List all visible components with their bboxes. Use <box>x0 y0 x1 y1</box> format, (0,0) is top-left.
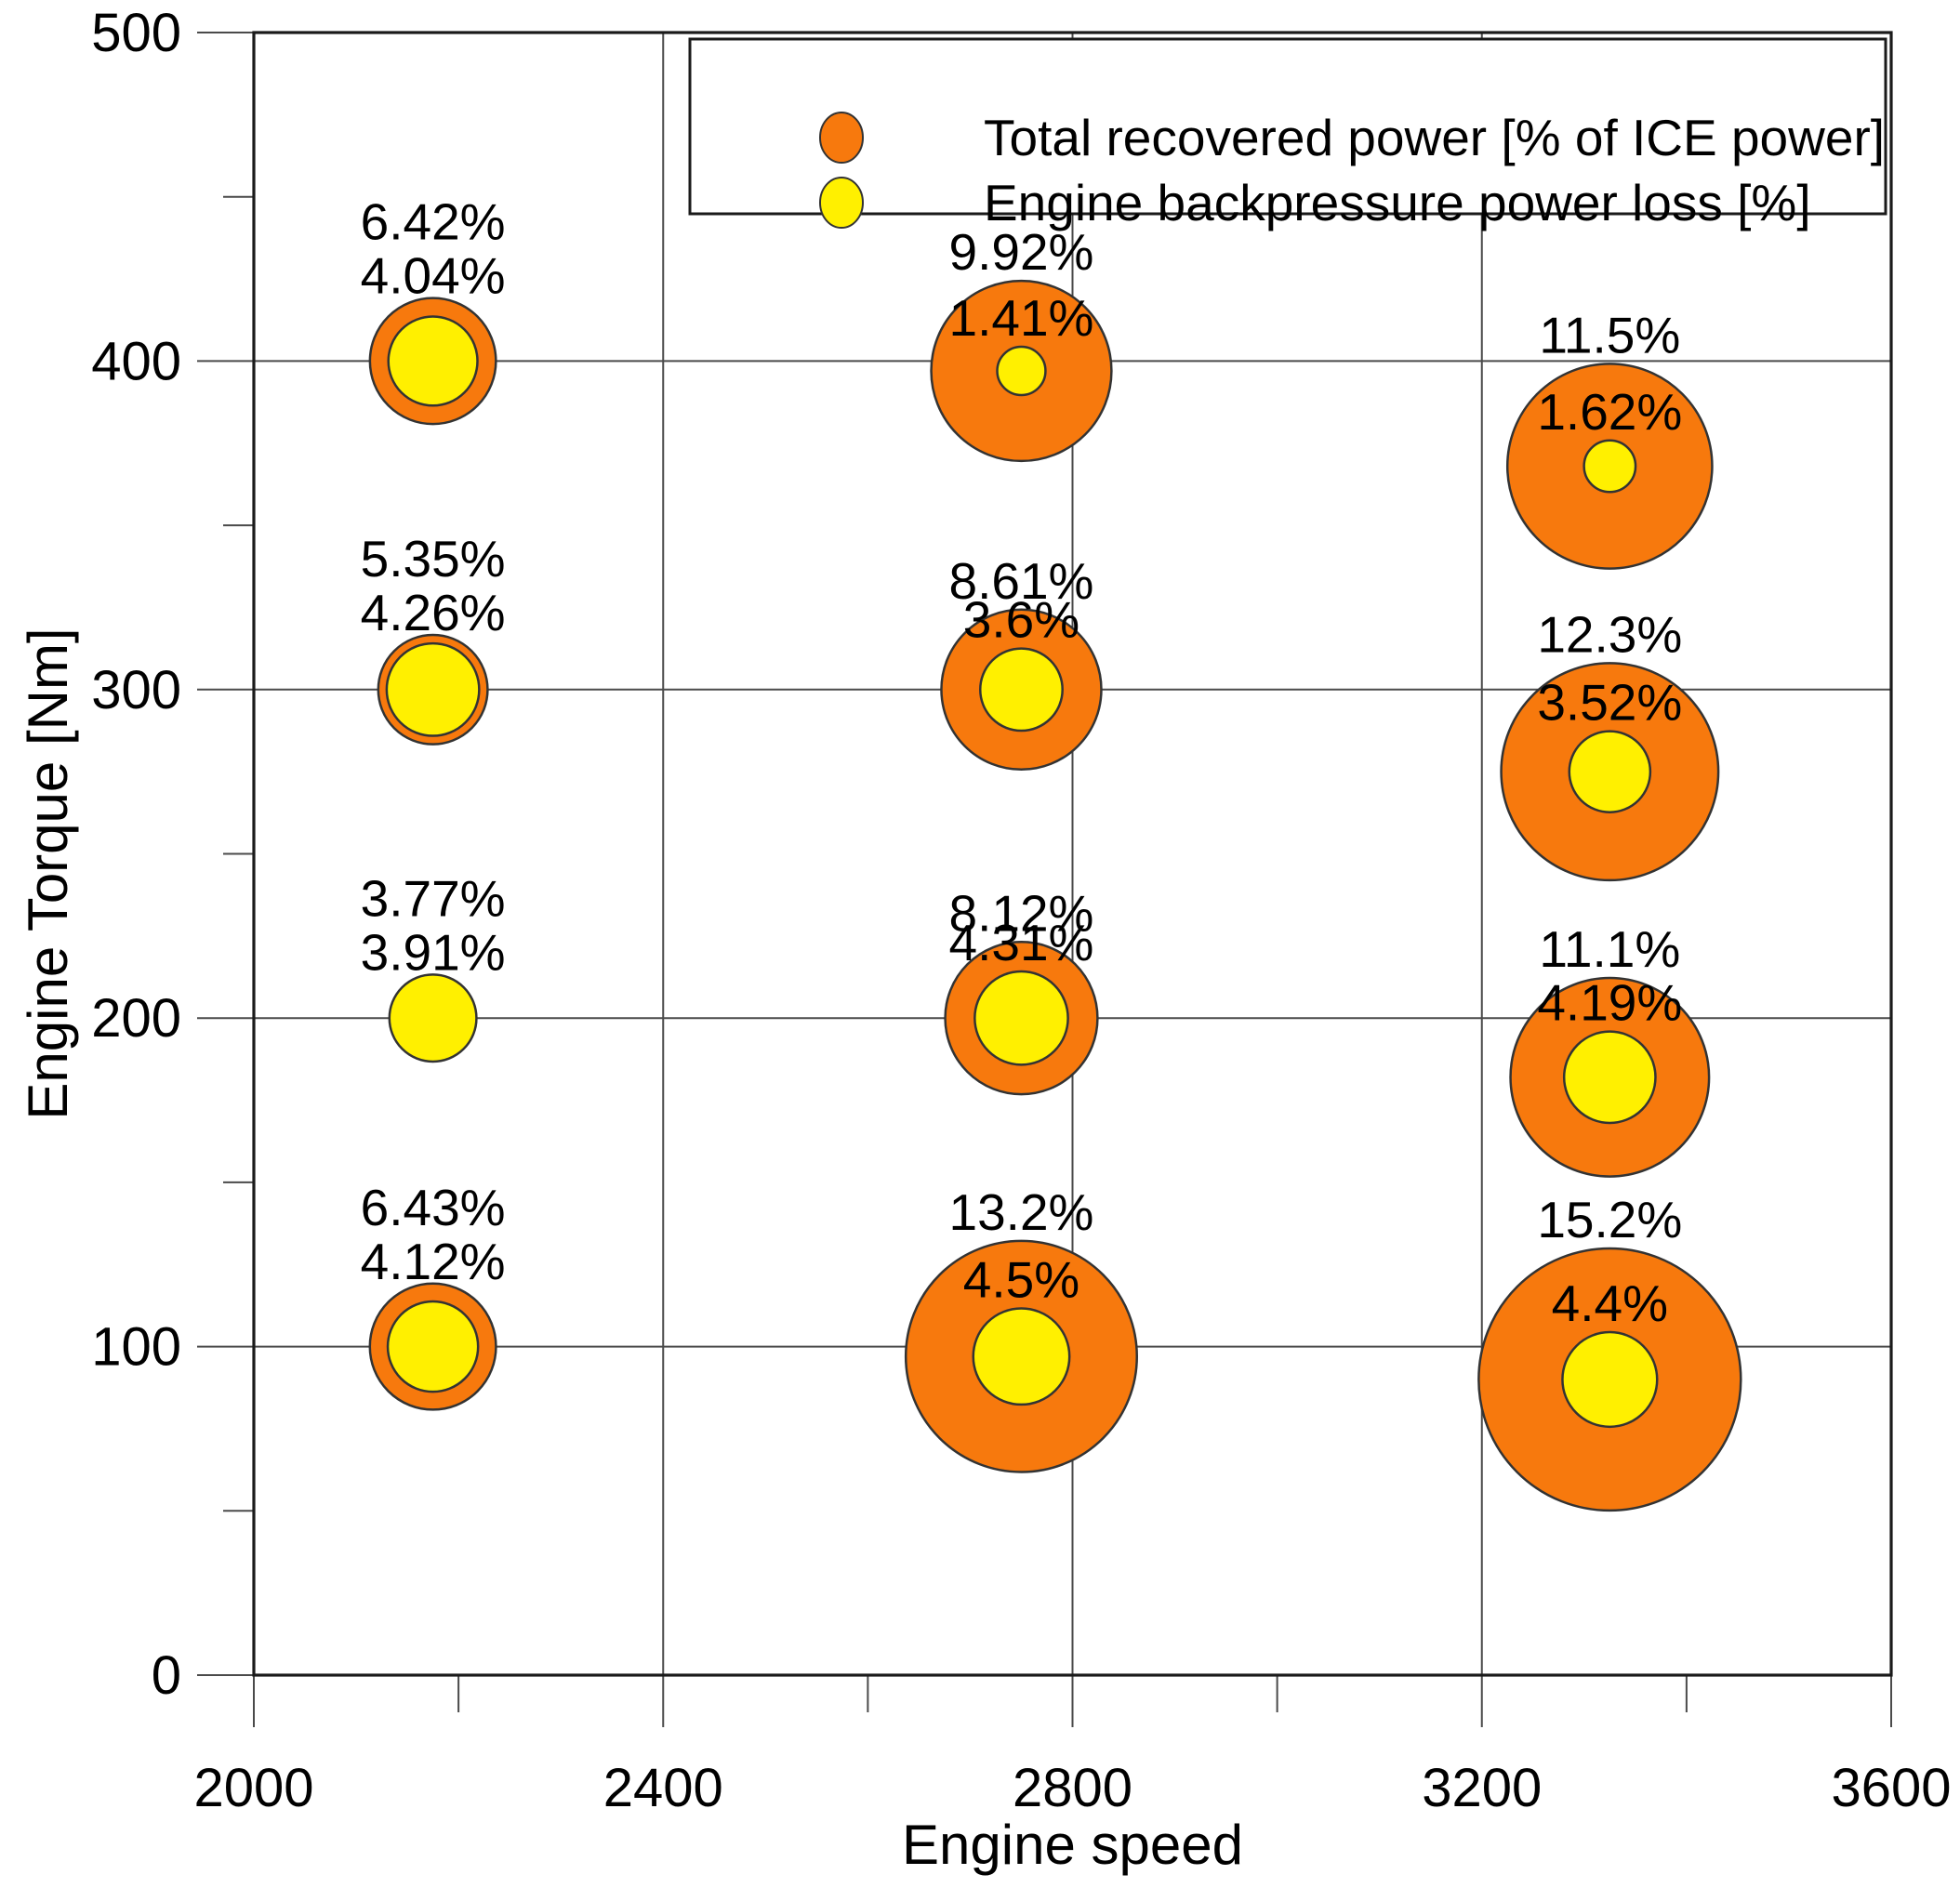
bubble-label-backpressure: 4.19% <box>1537 974 1682 1032</box>
bubble-label-backpressure: 3.91% <box>361 923 506 981</box>
y-axis-title: Engine Torque [Nm] <box>17 627 79 1119</box>
bubble-label-recovered: 9.92% <box>948 223 1093 281</box>
bubble-label-backpressure: 1.62% <box>1537 383 1682 441</box>
y-tick-label: 200 <box>91 988 181 1049</box>
y-tick-label: 100 <box>91 1317 181 1378</box>
legend-item-label: Engine backpressure power loss [%] <box>984 174 1811 231</box>
y-tick-label: 0 <box>152 1645 181 1706</box>
y-tick-label: 500 <box>91 3 181 63</box>
bubble-backpressure <box>1561 1330 1659 1429</box>
data-point: 12.3% 3.52% <box>1500 605 1720 882</box>
x-tick-label: 2800 <box>1013 1758 1132 1818</box>
bubble-label-backpressure: 3.6% <box>963 591 1079 649</box>
bubble-label-backpressure: 4.4% <box>1552 1274 1668 1332</box>
data-point: 15.2% 4.4% <box>1477 1191 1742 1512</box>
x-tick-label: 2400 <box>603 1758 723 1818</box>
data-point: 5.35%4.26% <box>361 530 506 746</box>
legend-marker-total-recovered-icon <box>819 112 864 164</box>
bubble-label-recovered: 12.3% <box>1537 605 1682 663</box>
axis-labels: 2000 2400 2800 3200 3600 0 100 200 300 400 500 Engi… <box>17 3 1952 1876</box>
data-point: 11.5% 1.62% <box>1505 306 1714 570</box>
bubble-backpressure <box>972 1307 1071 1406</box>
bubble-label-recovered: 8.12% <box>948 884 1093 942</box>
bubble-label-backpressure: 4.31% <box>948 914 1093 971</box>
x-tick-label: 2000 <box>193 1758 313 1818</box>
data-point: 3.77%3.91% <box>361 869 506 1063</box>
data-point: 8.61%3.6% <box>940 552 1103 772</box>
data-point: 11.1%4.19% <box>1509 920 1711 1178</box>
bubble-series: 6.42%4.04% 5.35%4.26% 3.77%3.91% 6.43%4.12%… <box>361 193 1742 1512</box>
bubble-label-backpressure: 4.12% <box>361 1233 506 1290</box>
bubble-label-recovered: 5.35% <box>361 530 506 588</box>
bubble-label-recovered: 6.42% <box>361 193 506 251</box>
x-tick-label: 3600 <box>1831 1758 1951 1818</box>
bubble-backpressure <box>387 315 479 407</box>
legend-item-label: Total recovered power [% of ICE power] <box>984 109 1885 166</box>
bubble-backpressure <box>1583 439 1637 494</box>
bubble-label-backpressure: 3.52% <box>1537 674 1682 732</box>
bubble-label-recovered: 11.1% <box>1539 920 1680 978</box>
bubble-backpressure <box>978 647 1064 733</box>
bubble-label-backpressure: 1.41% <box>948 289 1093 347</box>
y-tick-label: 400 <box>91 331 181 391</box>
bubble-label-recovered: 15.2% <box>1537 1191 1682 1248</box>
bubble-label-recovered: 6.43% <box>361 1179 506 1236</box>
legend-box <box>688 37 1887 216</box>
legend: Total recovered power [% of ICE power] En… <box>688 37 1887 231</box>
data-point: 13.2% 4.5% <box>904 1183 1139 1473</box>
bubble-label-recovered: 11.5% <box>1539 306 1680 363</box>
bubble-label-backpressure: 4.04% <box>361 247 506 305</box>
bubble-label-recovered: 13.2% <box>948 1183 1093 1241</box>
bubble-label-backpressure: 4.26% <box>361 584 506 641</box>
bubble-backpressure <box>386 1300 480 1393</box>
bubble-label-recovered: 3.77% <box>361 869 506 927</box>
data-point: 6.43%4.12% <box>361 1179 506 1411</box>
bubble-label-recovered: 8.61% <box>948 552 1093 610</box>
x-axis-title: Engine speed <box>902 1814 1243 1876</box>
bubble-backpressure <box>1568 730 1652 813</box>
bubble-backpressure <box>996 345 1047 397</box>
bubble-backpressure <box>385 641 481 737</box>
data-point: 9.92% 1.41% <box>930 223 1113 463</box>
data-point: 6.42%4.04% <box>361 193 506 426</box>
bubble-backpressure <box>388 973 478 1063</box>
bubble-label-backpressure: 4.5% <box>963 1250 1079 1308</box>
x-tick-label: 3200 <box>1422 1758 1542 1818</box>
legend-marker-backpressure-icon <box>819 177 864 229</box>
bubble-backpressure <box>973 970 1069 1066</box>
y-tick-label: 300 <box>91 660 181 720</box>
bubble-backpressure <box>1562 1030 1657 1125</box>
plot-frame <box>252 31 1893 1677</box>
data-point: 8.12%4.31% <box>944 884 1099 1096</box>
